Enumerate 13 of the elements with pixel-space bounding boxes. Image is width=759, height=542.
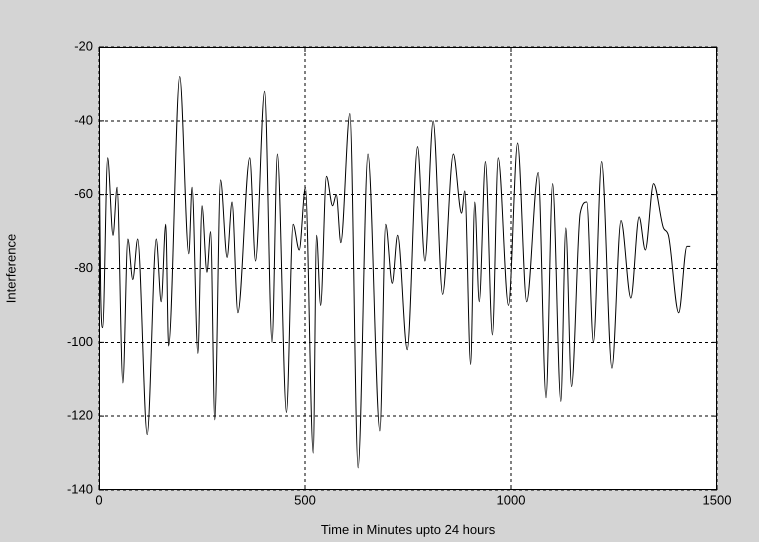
x-tick-label: 0 <box>95 492 103 508</box>
x-axis-title: Time in Minutes upto 24 hours <box>320 522 496 537</box>
y-tick-label: -100 <box>66 334 93 349</box>
y-tick-label: -120 <box>66 408 93 423</box>
y-tick-label: -140 <box>66 482 93 497</box>
x-tick-label: 500 <box>294 492 316 508</box>
x-tick-label: 1000 <box>496 492 526 508</box>
y-axis-title: Interference <box>3 234 18 304</box>
y-tick-label: -80 <box>74 260 93 276</box>
y-tick-label: -60 <box>74 186 93 202</box>
y-tick-label: -40 <box>74 112 93 128</box>
x-tick-label: 1500 <box>702 492 732 508</box>
y-tick-label: -20 <box>74 38 93 54</box>
